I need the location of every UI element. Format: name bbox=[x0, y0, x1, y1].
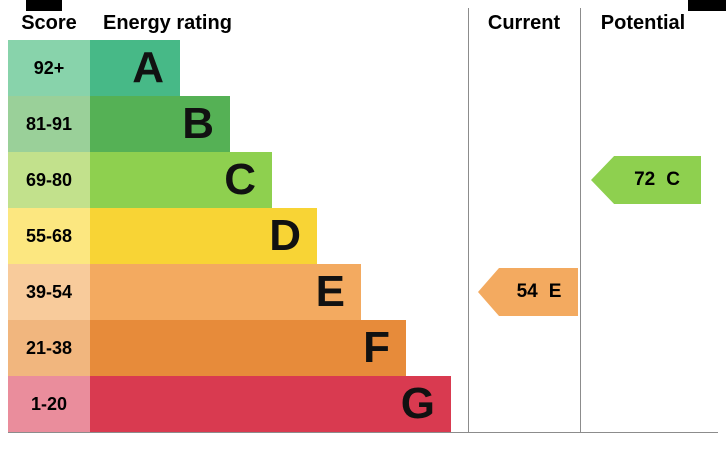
potential-column-divider bbox=[580, 8, 581, 432]
score-column-header: Score bbox=[21, 12, 77, 34]
band-row-g: 1-20 G bbox=[8, 376, 451, 432]
score-range: 81-91 bbox=[8, 96, 90, 152]
potential-rating-arrow: 72 C bbox=[591, 156, 701, 204]
score-range: 55-68 bbox=[8, 208, 90, 264]
score-range: 1-20 bbox=[8, 376, 90, 432]
score-range: 21-38 bbox=[8, 320, 90, 376]
band-bar: G bbox=[90, 376, 451, 432]
potential-score: 72 bbox=[634, 169, 656, 190]
band-bar: B bbox=[90, 96, 230, 152]
band-row-f: 21-38 F bbox=[8, 320, 451, 376]
band-bar: C bbox=[90, 152, 272, 208]
band-bar: A bbox=[90, 40, 180, 96]
band-letter: F bbox=[363, 323, 390, 372]
band-row-b: 81-91 B bbox=[8, 96, 451, 152]
band-bar: F bbox=[90, 320, 406, 376]
current-rating-arrow: 54 E bbox=[478, 268, 578, 316]
band-row-a: 92+ A bbox=[8, 40, 451, 96]
current-column-header: Current bbox=[487, 12, 561, 34]
potential-column-header: Potential bbox=[600, 12, 686, 34]
crop-artifact-left bbox=[26, 0, 62, 11]
energy-rating-column-header: Energy rating bbox=[103, 12, 232, 34]
band-row-e: 39-54 E bbox=[8, 264, 451, 320]
rating-bands: 92+ A 81-91 B 69-80 C 55-68 D 39-54 bbox=[8, 40, 451, 432]
band-letter: C bbox=[224, 155, 256, 204]
band-letter: B bbox=[182, 99, 214, 148]
score-range: 69-80 bbox=[8, 152, 90, 208]
band-letter: G bbox=[400, 379, 435, 428]
band-row-d: 55-68 D bbox=[8, 208, 451, 264]
current-score: 54 bbox=[516, 281, 538, 302]
band-bar: D bbox=[90, 208, 317, 264]
band-bar: E bbox=[90, 264, 361, 320]
band-letter: A bbox=[132, 43, 164, 92]
score-range: 39-54 bbox=[8, 264, 90, 320]
band-row-c: 69-80 C bbox=[8, 152, 451, 208]
band-letter: D bbox=[269, 211, 301, 260]
chart-bottom-border bbox=[8, 432, 718, 433]
band-letter: E bbox=[315, 267, 345, 316]
score-range: 92+ bbox=[8, 40, 90, 96]
current-band-letter: E bbox=[548, 281, 562, 302]
crop-artifact-right bbox=[688, 0, 726, 11]
potential-band-letter: C bbox=[666, 169, 680, 190]
current-column-divider bbox=[468, 8, 469, 432]
